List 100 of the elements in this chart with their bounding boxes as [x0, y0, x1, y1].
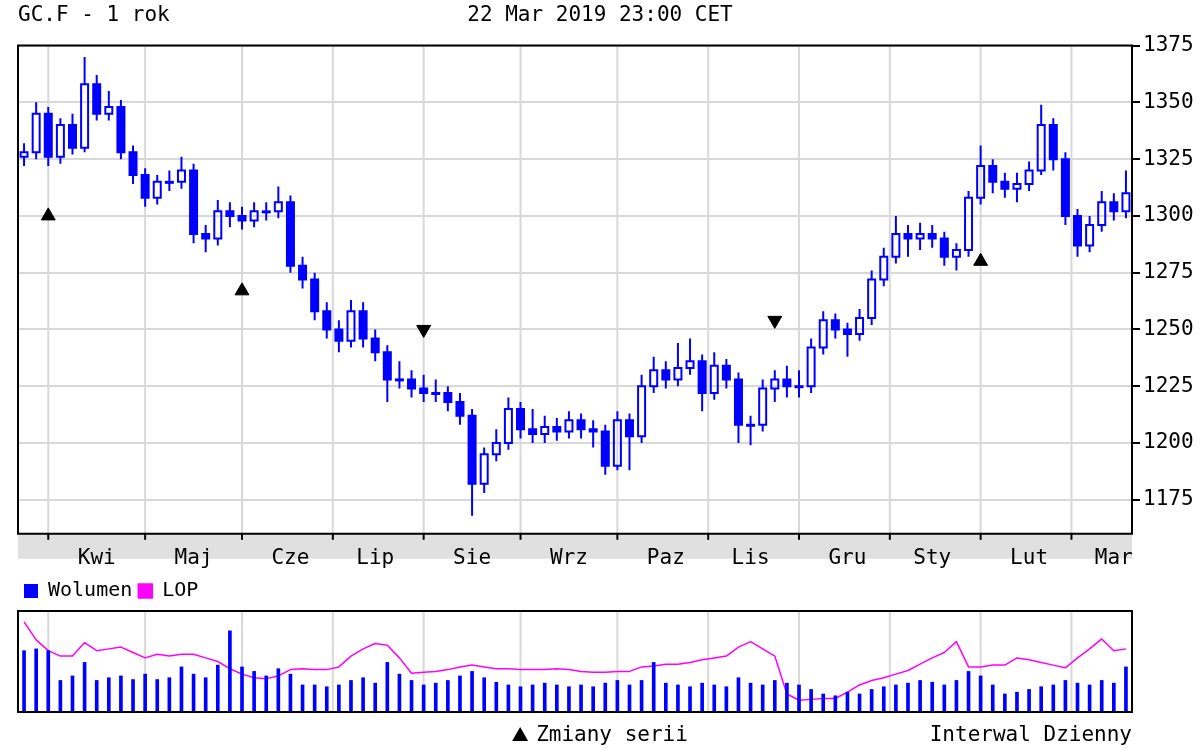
candlestick — [19, 142, 29, 167]
bar — [809, 689, 813, 712]
x-tick-label: Lip — [356, 544, 395, 569]
bar — [143, 673, 147, 712]
y-tick-label: 1375 — [1143, 32, 1194, 57]
candlestick — [176, 155, 186, 190]
y-tick-label: 1225 — [1143, 372, 1194, 397]
candlestick — [709, 351, 719, 401]
x-tick-label: Maj — [174, 544, 213, 569]
bar — [760, 684, 765, 712]
candlestick — [649, 355, 659, 395]
bar — [228, 630, 232, 712]
bar — [555, 684, 559, 712]
legend-label: Zmiany serii — [535, 722, 688, 746]
candlestick — [213, 199, 223, 247]
bar — [785, 682, 789, 712]
candlestick — [770, 369, 780, 404]
bar — [1027, 689, 1031, 712]
bar — [603, 682, 608, 712]
bar — [264, 675, 269, 712]
candlestick — [31, 101, 41, 161]
bar — [34, 648, 38, 712]
x-tick-label: Sty — [913, 544, 952, 569]
bar — [918, 680, 922, 712]
bar — [651, 662, 656, 712]
bar — [1015, 691, 1019, 712]
x-tick-label: Kwi — [77, 544, 116, 569]
legend-label: LOP — [162, 577, 199, 602]
bar — [482, 677, 487, 712]
bar — [1039, 686, 1044, 712]
y-tick-label: 1250 — [1143, 315, 1194, 340]
bar — [240, 666, 244, 712]
bar — [324, 686, 329, 712]
candlestick — [503, 396, 513, 451]
candlestick — [976, 144, 986, 206]
bar — [942, 684, 947, 712]
bar — [458, 675, 462, 712]
legend-label: Wolumen — [48, 577, 133, 602]
y-tick-label: 1175 — [1143, 486, 1194, 511]
bar — [688, 686, 692, 712]
bar — [119, 675, 123, 712]
candlestick — [951, 242, 961, 272]
bar — [1112, 682, 1116, 712]
bar — [772, 680, 777, 712]
candlestick — [1121, 169, 1131, 220]
bar — [131, 679, 135, 712]
x-tick-label: Mar — [1094, 544, 1133, 569]
bar — [106, 677, 111, 712]
candlestick — [104, 90, 114, 122]
bar — [155, 679, 160, 712]
y-tick-label: 1275 — [1143, 259, 1194, 284]
bar — [1099, 680, 1104, 712]
y-tick-label: 1350 — [1143, 88, 1194, 113]
bar — [712, 684, 717, 712]
bar — [821, 693, 826, 712]
x-tick-label: Paz — [646, 544, 685, 569]
bar — [797, 684, 801, 712]
bar — [1003, 693, 1007, 712]
candlestick — [1036, 103, 1046, 177]
bar — [215, 664, 220, 712]
bar — [203, 677, 208, 712]
bar — [579, 684, 583, 712]
bar — [542, 682, 547, 712]
bar — [337, 684, 341, 712]
bar — [1051, 684, 1056, 712]
candlestick — [1097, 189, 1107, 233]
y-tick-label: 1325 — [1143, 145, 1194, 170]
bar — [349, 680, 353, 712]
bar — [373, 682, 378, 712]
bar — [906, 682, 910, 712]
bar — [361, 677, 365, 712]
candlestick — [891, 214, 901, 265]
text: Interwal Dzienny — [929, 722, 1132, 746]
x-tick-label: Lut — [1010, 544, 1049, 569]
candlestick — [915, 221, 925, 251]
x-tick-label: Lis — [731, 544, 770, 569]
y-tick-label: 1300 — [1143, 202, 1194, 227]
x-tick-label: Wrz — [549, 544, 588, 569]
candlestick — [346, 298, 356, 349]
candlestick — [1012, 171, 1022, 204]
candlestick — [673, 342, 683, 388]
x-tick-label: Cze — [271, 544, 310, 569]
candlestick — [491, 428, 501, 463]
x-tick-label: Gru — [828, 544, 867, 569]
bar — [252, 671, 256, 712]
chart-title: GC.F - 1 rok — [18, 2, 170, 26]
bar — [676, 684, 680, 712]
bar — [663, 682, 668, 712]
y-tick-label: 1200 — [1143, 429, 1194, 454]
bar — [470, 671, 474, 712]
bar — [94, 680, 99, 712]
bar — [881, 686, 886, 712]
candlestick — [273, 185, 283, 220]
bar — [446, 680, 450, 712]
bar — [591, 686, 595, 712]
candlestick — [540, 414, 550, 444]
bar — [494, 681, 499, 712]
bar — [894, 684, 898, 712]
candlestick — [637, 373, 647, 444]
chart-subtitle: 22 Mar 2019 23:00 CET — [467, 2, 733, 26]
